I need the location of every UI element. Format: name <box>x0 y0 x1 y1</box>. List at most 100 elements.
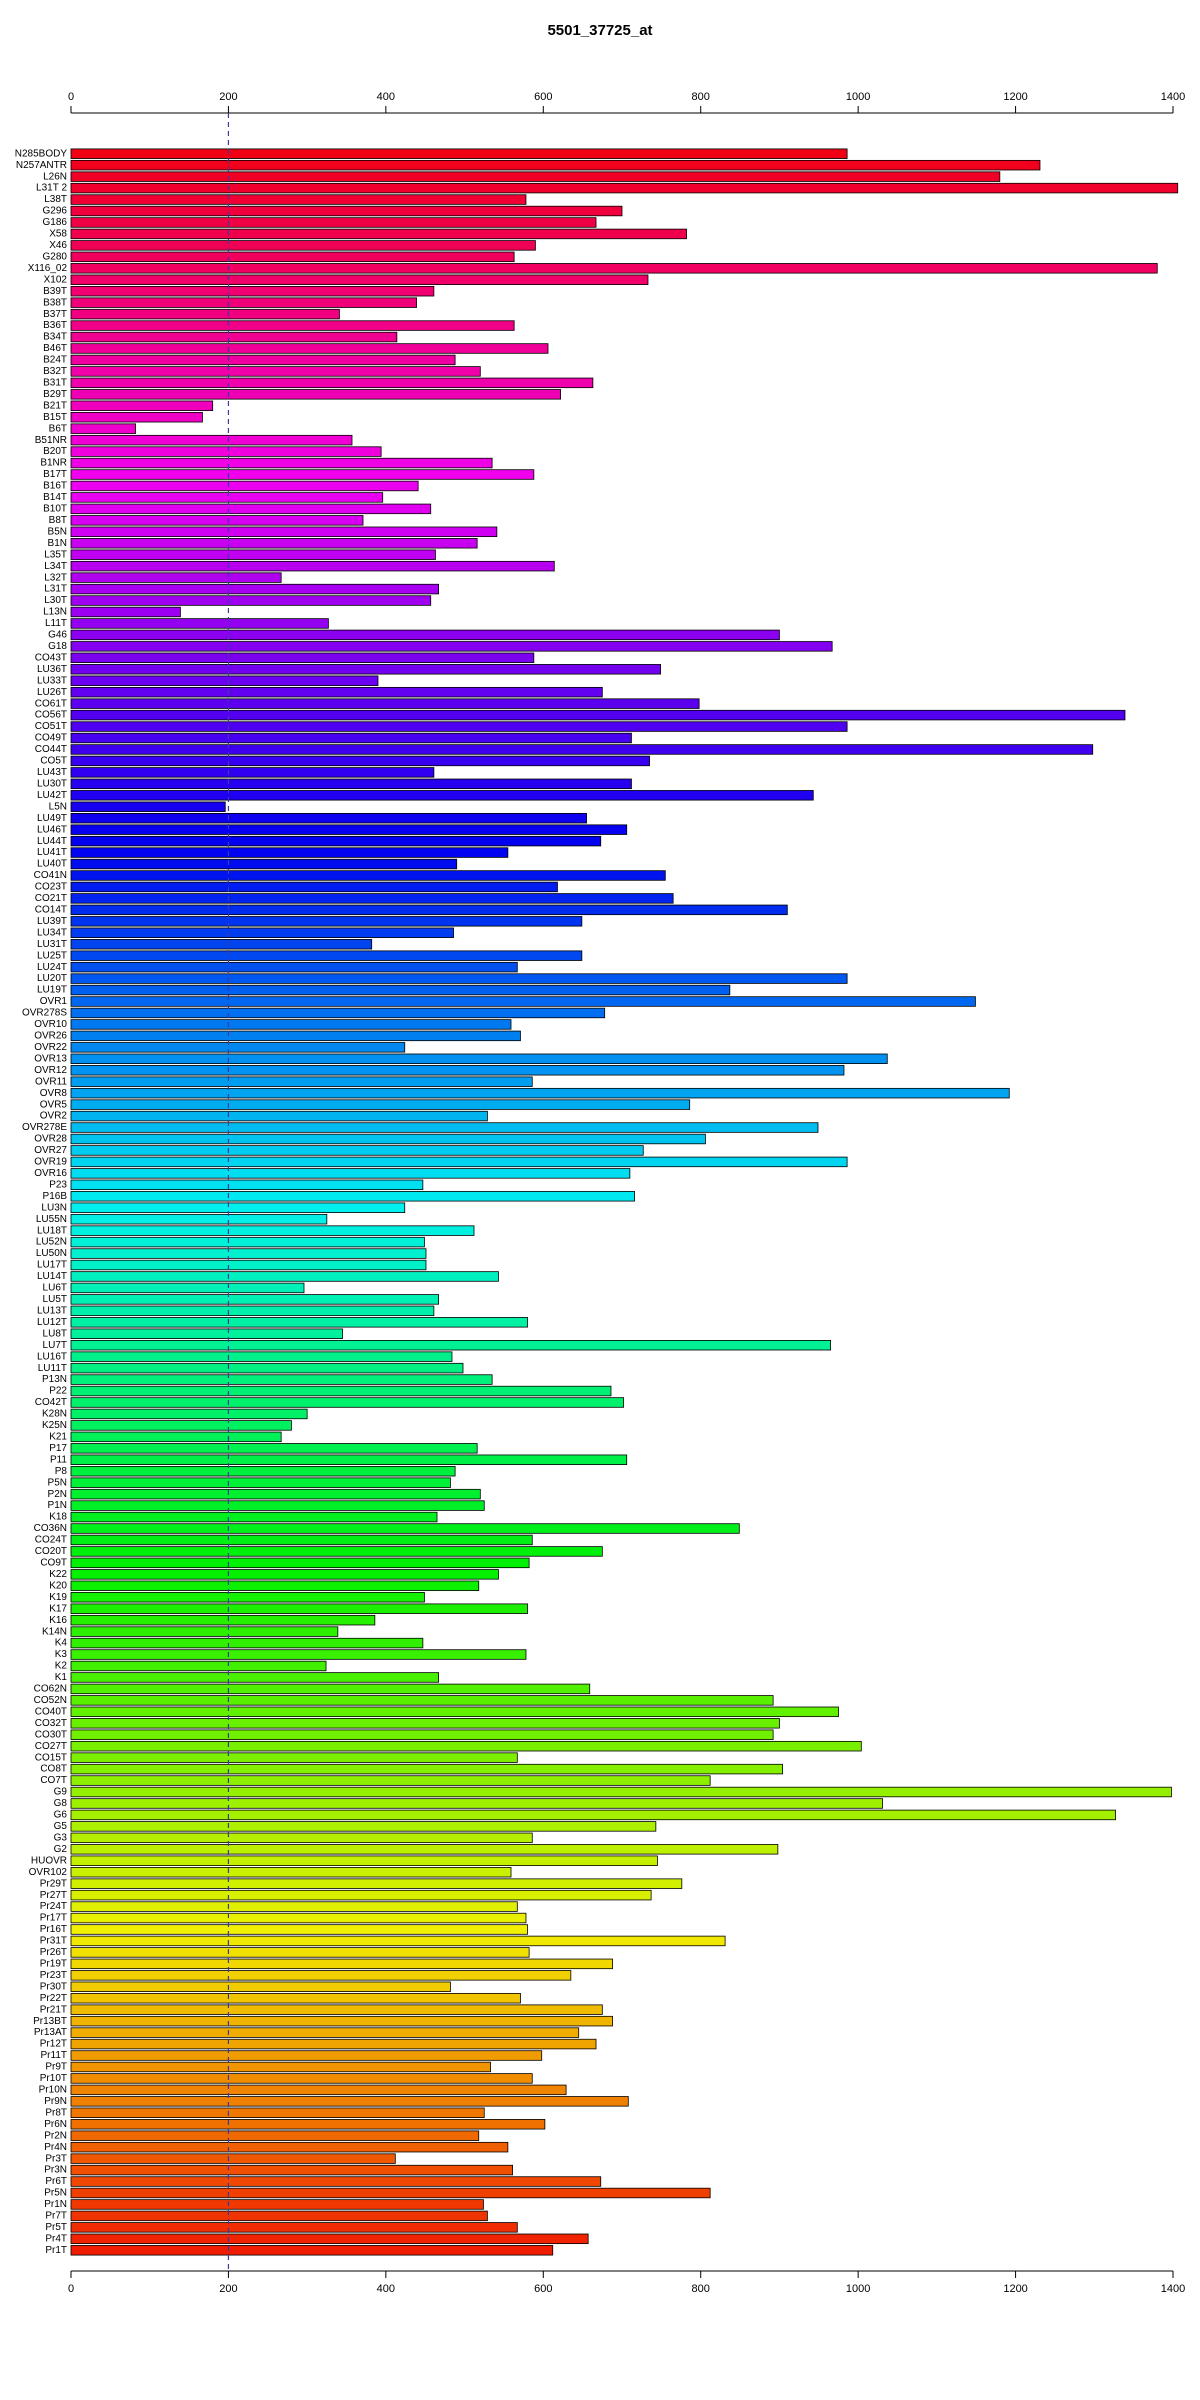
bar <box>70 2050 543 2061</box>
bar <box>70 1775 711 1786</box>
bar <box>70 1924 528 1935</box>
bar <box>70 961 518 973</box>
bar <box>70 2233 589 2245</box>
y-tick-label: L13N <box>43 607 67 618</box>
bar <box>70 2027 580 2038</box>
y-tick-label: OVR102 <box>29 1867 68 1878</box>
bar <box>70 480 419 492</box>
bar <box>70 1523 740 1534</box>
bar <box>70 240 536 251</box>
bar <box>70 228 687 240</box>
y-tick-label: LU41T <box>37 847 67 858</box>
y-tick-label: Pr26T <box>40 1947 67 1958</box>
y-tick-label: X116_02 <box>28 263 68 274</box>
y-tick-label: LU17T <box>37 1260 67 1271</box>
x-tick-label: 0 <box>68 91 74 103</box>
bar <box>70 1729 774 1740</box>
y-tick-label: P5N <box>48 1477 67 1488</box>
y-tick-label: X58 <box>49 229 67 240</box>
bar <box>70 2038 597 2050</box>
bar <box>70 1603 528 1614</box>
bar <box>70 1740 862 1752</box>
bar <box>70 2210 488 2222</box>
bar <box>70 1408 308 1420</box>
bar <box>70 1889 652 1901</box>
bar <box>70 1431 282 1443</box>
x-tick-label: 1000 <box>846 91 870 103</box>
y-tick-label: Pr19T <box>40 1958 67 1969</box>
bar <box>70 1626 339 1637</box>
y-tick-label: Pr1T <box>45 2245 67 2256</box>
bar <box>70 2222 518 2233</box>
bar <box>70 1534 533 1546</box>
y-tick-label: LU36T <box>37 664 67 675</box>
bar <box>70 1614 376 1626</box>
y-tick-label: Pr23T <box>40 1970 67 1981</box>
y-tick-label: P17 <box>49 1443 67 1454</box>
y-tick-label: P2N <box>48 1489 67 1500</box>
bar <box>70 1569 499 1580</box>
y-tick-label: B24T <box>43 355 67 366</box>
bar <box>70 698 700 709</box>
bar <box>70 1546 603 1557</box>
bar <box>70 503 432 515</box>
y-tick-label: CO51T <box>35 721 67 732</box>
bar <box>70 835 602 847</box>
bar <box>70 1179 424 1191</box>
y-tick-label: G186 <box>43 217 68 228</box>
y-tick-label: B46T <box>43 343 67 354</box>
y-tick-label: Pr10N <box>39 2085 67 2096</box>
y-tick-label: K19 <box>49 1592 67 1603</box>
bar <box>70 1259 427 1271</box>
bar <box>70 973 848 984</box>
y-tick-label: LU8T <box>43 1328 67 1339</box>
y-tick-label: B32T <box>43 366 67 377</box>
bar <box>70 950 583 961</box>
y-tick-label: CO5T <box>40 756 67 767</box>
y-tick-label: OVR28 <box>34 1134 67 1145</box>
bar <box>70 881 558 893</box>
y-tick-label: LU46T <box>37 824 67 835</box>
bar <box>70 939 373 950</box>
y-tick-label: LU16T <box>37 1351 67 1362</box>
y-tick-label: P8 <box>55 1466 68 1477</box>
y-tick-label: G46 <box>48 630 67 641</box>
y-tick-label: Pr13BT <box>33 2016 67 2027</box>
bar <box>70 1053 888 1065</box>
y-tick-label: Pr13AT <box>34 2027 67 2038</box>
bar <box>70 2130 480 2141</box>
bar <box>70 1786 1172 1798</box>
y-tick-label: B20T <box>43 446 67 457</box>
y-tick-label: LU31T <box>37 939 67 950</box>
y-tick-label: Pr17T <box>40 1913 67 1924</box>
x-tick-label: 1400 <box>1161 91 1185 103</box>
y-tick-label: LU13T <box>37 1305 67 1316</box>
bar <box>70 1557 530 1569</box>
y-tick-label: K17 <box>49 1603 67 1614</box>
y-tick-label: OVR8 <box>40 1088 68 1099</box>
y-tick-label: Pr29T <box>40 1878 67 1889</box>
y-tick-label: Pr10T <box>40 2073 67 2084</box>
y-tick-label: CO61T <box>35 698 67 709</box>
y-tick-label: LU44T <box>37 836 67 847</box>
bar <box>70 2073 533 2084</box>
y-tick-label: B16T <box>43 481 67 492</box>
x-tick-label: 200 <box>219 2283 237 2295</box>
y-tick-label: CO20T <box>35 1546 67 1557</box>
y-tick-label: G280 <box>43 251 68 262</box>
y-tick-label: N285BODY <box>15 148 68 159</box>
bar <box>70 1110 488 1122</box>
y-tick-label: B6T <box>49 423 67 434</box>
bar <box>70 664 661 675</box>
bar <box>70 916 583 927</box>
y-tick-label: Pr12T <box>40 2039 67 2050</box>
y-tick-label: B14T <box>43 492 67 503</box>
y-tick-label: OVR16 <box>34 1168 67 1179</box>
bar <box>70 1832 533 1844</box>
y-tick-label: LU3N <box>41 1202 67 1213</box>
y-tick-label: LU14T <box>37 1271 67 1282</box>
y-tick-label: Pr3T <box>45 2153 67 2164</box>
y-tick-label: K4 <box>55 1638 68 1649</box>
y-tick-label: L11T <box>45 618 67 629</box>
y-tick-label: Pr31T <box>40 1936 67 1947</box>
